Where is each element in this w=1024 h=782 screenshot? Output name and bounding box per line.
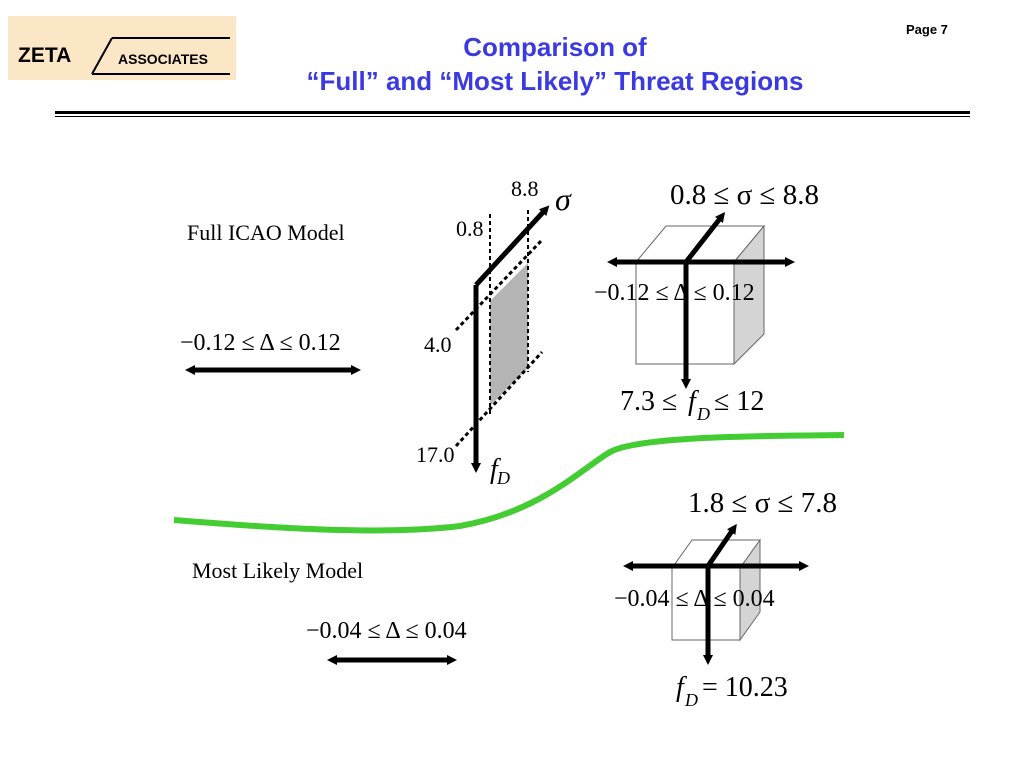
likely-box-fd-subscript: D	[684, 690, 698, 710]
likely-box-sigma-arrow	[705, 523, 737, 568]
sigma-axis-label: σ	[555, 181, 572, 217]
fd-tick-4-0: 4.0	[424, 332, 452, 357]
fd-axis-label: f	[490, 454, 501, 485]
model-divider-curve	[173, 432, 845, 534]
header-rule-thin	[55, 116, 970, 117]
full-box-sigma-arrow	[684, 212, 726, 264]
likely-box-fd-symbol: f	[676, 672, 687, 703]
full-model-label: Full ICAO Model	[187, 220, 345, 245]
logo-z-mark	[91, 37, 230, 75]
full-box-sigma-range: 0.8 ≤ σ ≤ 8.8	[670, 179, 819, 211]
header-rule-thick	[55, 111, 970, 114]
fd-tick-17-0: 17.0	[416, 442, 455, 467]
company-logo: ZETA ASSOCIATES	[8, 16, 236, 80]
full-delta-range: −0.12 ≤ Δ ≤ 0.12	[180, 330, 341, 356]
full-box-fd-symbol: f	[688, 386, 699, 417]
full-box-fd-suffix: ≤ 12	[714, 386, 764, 417]
fd-axis-subscript: D	[496, 468, 510, 488]
page-number: Page 7	[906, 22, 948, 37]
likely-box-sigma-range: 1.8 ≤ σ ≤ 7.8	[688, 487, 837, 519]
likely-model-label: Most Likely Model	[192, 558, 363, 583]
logo-text-associates: ASSOCIATES	[118, 51, 208, 67]
sigma-axis	[474, 205, 550, 287]
slide-title: Comparison of “Full” and “Most Likely” T…	[230, 30, 880, 98]
full-threat-region	[490, 263, 528, 406]
likely-box-fd-value: = 10.23	[702, 672, 788, 703]
sigma-tick-8-8: 8.8	[511, 176, 539, 201]
likely-box-delta-range: −0.04 ≤ Δ ≤ 0.04	[614, 586, 775, 612]
logo-text-zeta: ZETA	[18, 44, 72, 67]
full-box-fd-prefix: 7.3 ≤	[620, 386, 677, 417]
full-box-delta-range: −0.12 ≤ Δ ≤ 0.12	[594, 280, 755, 306]
title-line-2: “Full” and “Most Likely” Threat Regions	[306, 66, 804, 96]
full-box-fd-subscript: D	[696, 404, 710, 424]
title-line-1: Comparison of	[463, 32, 647, 62]
likely-delta-range: −0.04 ≤ Δ ≤ 0.04	[306, 618, 467, 644]
sigma-tick-0-8: 0.8	[456, 216, 484, 241]
fd-tick-line-17-0	[454, 350, 544, 448]
